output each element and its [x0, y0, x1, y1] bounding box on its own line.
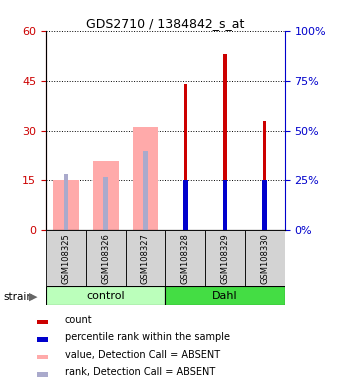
Bar [46, 230, 86, 286]
Bar [46, 286, 165, 305]
Text: count: count [65, 315, 92, 325]
Bar [125, 230, 165, 286]
Text: GSM108326: GSM108326 [101, 233, 110, 284]
Bar [205, 230, 245, 286]
Title: GDS2710 / 1384842_s_at: GDS2710 / 1384842_s_at [86, 17, 244, 30]
Bar [245, 230, 285, 286]
Bar [63, 174, 68, 230]
Text: percentile rank within the sample: percentile rank within the sample [65, 332, 230, 342]
Bar [184, 84, 187, 230]
Bar [37, 372, 48, 377]
Bar [165, 286, 285, 305]
Text: GSM108328: GSM108328 [181, 233, 190, 284]
Text: control: control [86, 291, 125, 301]
Text: rank, Detection Call = ABSENT: rank, Detection Call = ABSENT [65, 367, 215, 377]
Text: strain: strain [3, 292, 33, 302]
Text: GSM108330: GSM108330 [260, 233, 269, 284]
Text: Dahl: Dahl [212, 291, 238, 301]
Bar [263, 121, 266, 230]
Bar [53, 180, 79, 230]
Bar [223, 180, 227, 230]
Text: GSM108327: GSM108327 [141, 233, 150, 284]
Text: GSM108329: GSM108329 [221, 233, 229, 284]
Text: ▶: ▶ [29, 292, 38, 302]
Bar [103, 177, 108, 230]
Bar [37, 337, 48, 342]
Bar [263, 180, 267, 230]
Text: value, Detection Call = ABSENT: value, Detection Call = ABSENT [65, 350, 220, 360]
Bar [143, 151, 148, 230]
Bar [37, 354, 48, 359]
Text: GSM108325: GSM108325 [61, 233, 71, 284]
Bar [223, 54, 227, 230]
Bar [37, 319, 48, 324]
Bar [183, 180, 188, 230]
Bar [86, 230, 125, 286]
Bar [93, 161, 119, 230]
Bar [133, 127, 159, 230]
Bar [165, 230, 205, 286]
